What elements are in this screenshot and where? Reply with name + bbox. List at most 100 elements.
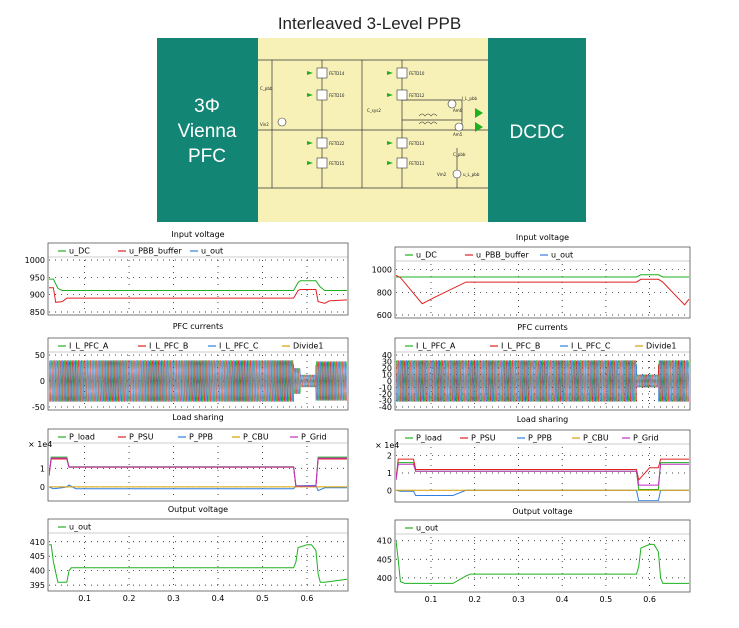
inductors [418,113,438,125]
schematic-label: C_pbb [260,86,273,91]
y-multiplier: × 1e4 [28,440,52,449]
y-tick-label: -30 [379,397,392,406]
panel-title: Output voltage [512,507,572,516]
y-tick-label: 400 [30,567,45,576]
legend-entry: P_Grid [633,434,659,443]
legend-entry: Divide1 [646,342,676,351]
legend-entry: u_out [416,524,438,533]
circuit-wiring [258,59,488,189]
chart-panel: Output voltage u_out 410 405 400 0.1 0.2 0.3 0.4… [377,507,691,604]
series-line [49,359,347,403]
legend-entry: u_DC [69,247,90,256]
y-tick-label: -50 [32,403,45,412]
schematic-label: FETD16 [329,93,345,98]
x-tick-label: 0.4 [212,594,225,603]
schematic-label: Vin2 [260,122,269,127]
y-tick-label: 0 [387,486,392,495]
schematic-label: FETD14 [329,71,345,76]
y-tick-label: 0 [40,377,45,386]
schematic-label: C_sys2 [367,108,381,113]
schematic-label: FETD12 [409,93,425,98]
legend-entry: I_L_PFC_B [149,342,188,351]
series-line [396,274,689,278]
y-tick-label: 410 [30,538,45,547]
chart-panel: PFC currents I_L_PFC_A I_L_PFC_B I_L_PFC_C D… [379,323,691,412]
schematic-label: FETD15 [329,161,345,166]
series-line [396,540,689,584]
y-tick-label: 20 [382,364,392,373]
y-tick-label: 850 [30,308,45,317]
schematic: 3Φ Vienna PFC DCDC [157,38,586,222]
schematic-label: FETD10 [409,71,425,76]
series-line [49,359,347,403]
legend-entry: P_PPB [189,433,213,442]
legend-entry: u_out [69,523,91,532]
panel-title: PFC currents [173,322,224,331]
y-tick-label: 600 [377,311,392,320]
legend-entry: P_CBU [583,434,609,443]
output-arrows [475,108,483,132]
y-tick-label: 405 [377,555,392,564]
y-tick-label: 30 [382,358,392,367]
vienna-label-1: 3Φ [194,96,220,117]
legend-entry: u_PBB_buffer [476,251,529,260]
y-tick-label: -10 [379,384,392,393]
y-tick-label: 800 [377,288,392,297]
legend-entry: Divide1 [293,342,323,351]
legend-entry: I_L_PFC_A [416,342,456,351]
schematic-label: FETD22 [329,141,345,146]
y-tick-label: 405 [30,552,45,561]
dcdc-label: DCDC [510,122,565,143]
y-multiplier: × 1e4 [375,441,399,450]
legend-entry: P_PSU [471,434,496,443]
legend-entry: u_out [201,247,223,256]
schematic-label: FETD11 [409,161,425,166]
vienna-label-3: PFC [188,146,226,167]
legend-entry: P_load [69,433,95,442]
legend-entry: P_PSU [129,433,154,442]
panel-title: Load sharing [172,413,224,422]
y-tick-label: 2 [387,452,392,461]
x-tick-label: 0.3 [167,594,180,603]
x-tick-label: 0.6 [301,594,314,603]
panel-title: Input voltage [171,230,224,239]
y-tick-label: 0 [40,483,45,492]
y-tick-label: 40 [382,351,392,360]
meters [277,99,464,179]
series-line [396,274,689,306]
legend-entry: I_L_PFC_B [501,342,540,351]
x-tick-label: 0.5 [600,595,613,604]
panel-title: Load sharing [517,415,569,424]
y-tick-label: 395 [30,581,45,590]
dcdc-block [488,38,586,222]
chart-panel: PFC currents I_L_PFC_A I_L_PFC_B I_L_PFC_C D… [32,322,349,412]
x-tick-label: 0.3 [512,595,525,604]
series-line [49,544,347,583]
schematic-label: u_L_pbb [463,172,480,177]
x-tick-label: 0.4 [556,595,569,604]
vienna-label-2: Vienna [178,121,237,142]
y-tick-label: 410 [377,537,392,546]
schematic-label: Vm2 [437,172,447,177]
schematic-labels: Vin2 C_pbb FETD10 FETD12 FETD13 FETD11 F… [260,71,480,177]
series-line [49,278,347,291]
y-tick-label: -40 [379,403,392,412]
legend-entry: I_L_PFC_A [69,342,109,351]
legend-entry: P_Grid [301,433,327,442]
x-tick-label: 0.2 [468,595,481,604]
y-tick-label: 50 [35,351,45,360]
x-tick-label: 0.6 [643,595,656,604]
schematic-label: FETD13 [409,141,425,146]
series-line [396,458,689,481]
plot-frame [47,242,349,316]
y-tick-label: 1 [387,469,392,478]
series-line [49,457,347,487]
legend-entry: P_PPB [528,434,552,443]
y-tick-label: 950 [30,273,45,282]
y-tick-label: -20 [379,390,392,399]
x-tick-label: 0.2 [123,594,136,603]
chart-panel: Input voltage u_DC u_PBB_buffer u_out 1000 95… [25,230,349,317]
y-tick-label: 10 [382,371,392,380]
chart-panel: Output voltage u_out 410 405 400 395 0.1 0.2 0.3… [30,505,349,603]
